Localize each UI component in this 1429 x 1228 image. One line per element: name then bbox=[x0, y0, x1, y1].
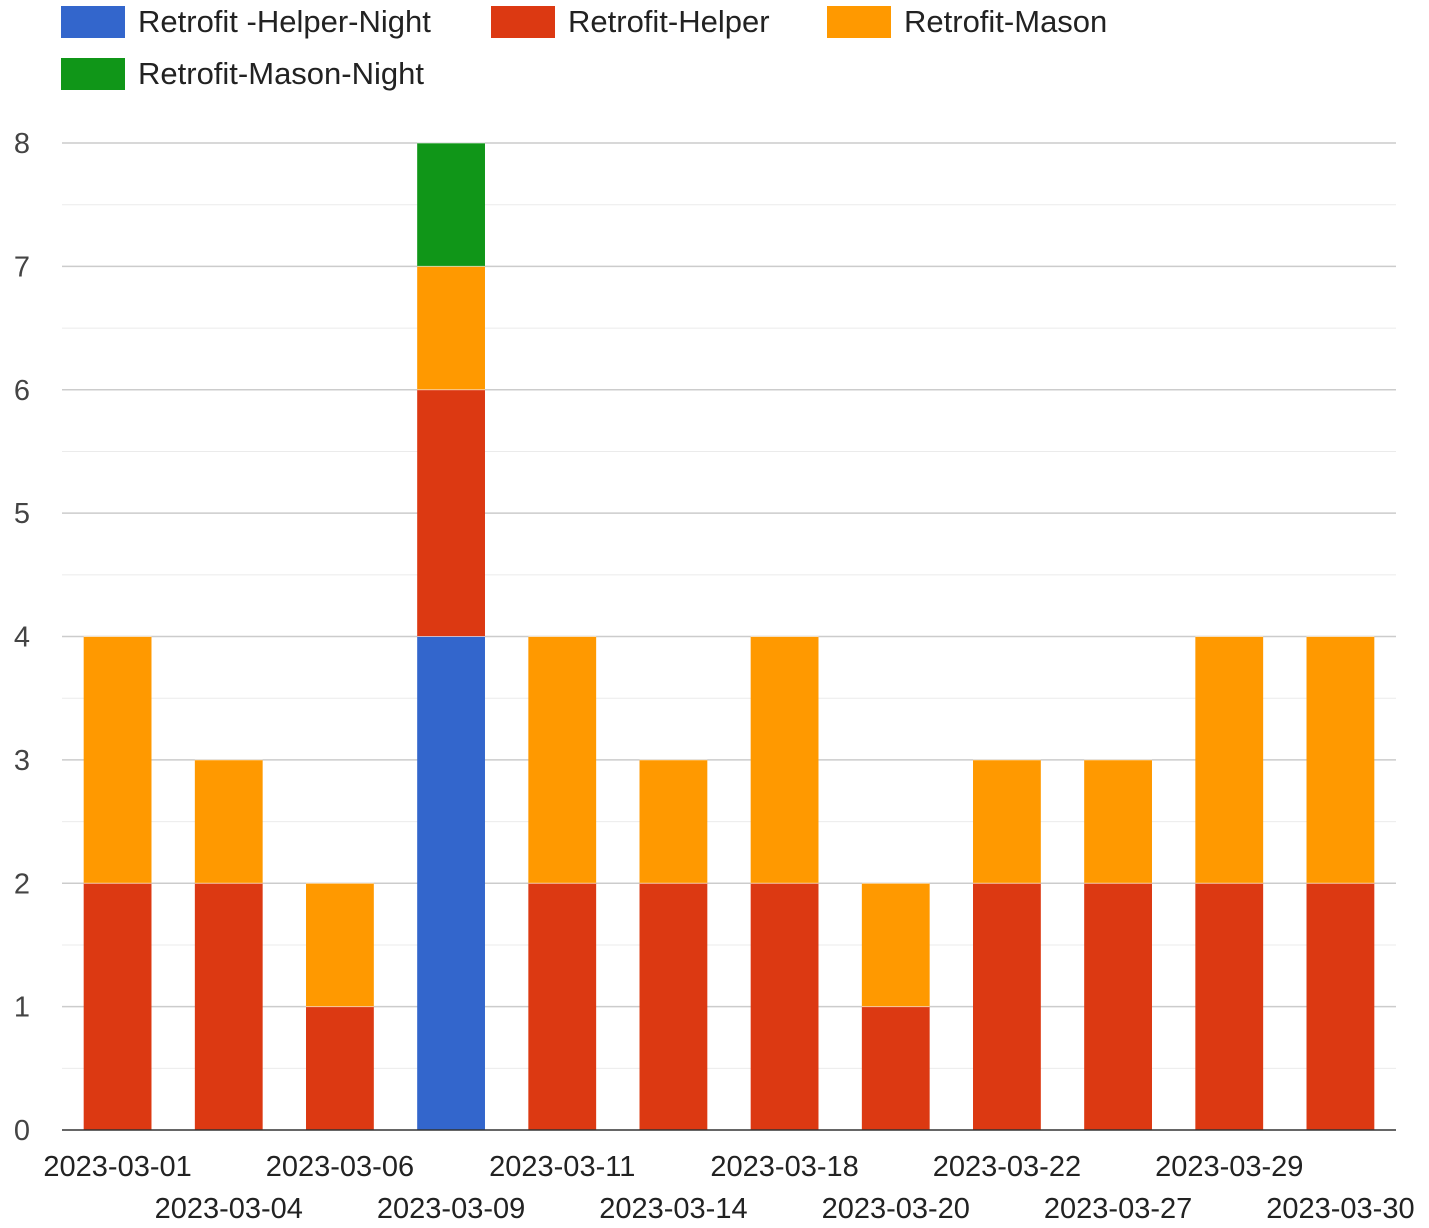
bar-segment[interactable] bbox=[861, 883, 930, 1007]
bar-segment[interactable] bbox=[83, 883, 152, 1130]
bar-stack[interactable] bbox=[973, 759, 1041, 1130]
bar-segment[interactable] bbox=[306, 1006, 374, 1130]
legend-item[interactable]: Retrofit-Helper bbox=[491, 4, 770, 39]
y-tick-label: 0 bbox=[14, 1115, 30, 1147]
bar-segment[interactable] bbox=[750, 636, 819, 884]
x-tick-label: 2023-03-29 bbox=[1155, 1151, 1303, 1183]
bar-segment[interactable] bbox=[528, 636, 597, 884]
bar-segment[interactable] bbox=[194, 883, 263, 1130]
y-axis-ticks: 0 1 2 3 4 5 6 7 8 bbox=[14, 128, 30, 1147]
x-tick-label: 2023-03-09 bbox=[377, 1193, 525, 1225]
legend-swatch bbox=[491, 6, 555, 38]
legend: Retrofit -Helper-Night Retrofit-Helper Ret… bbox=[61, 4, 1107, 91]
x-tick-label: 2023-03-04 bbox=[155, 1193, 303, 1225]
x-tick-label: 2023-03-27 bbox=[1044, 1193, 1192, 1225]
bar-stack[interactable] bbox=[528, 636, 597, 1131]
legend-swatch bbox=[61, 6, 125, 38]
x-tick-label: 2023-03-11 bbox=[489, 1151, 635, 1183]
x-tick-label: 2023-03-18 bbox=[710, 1151, 858, 1183]
bar-segment[interactable] bbox=[417, 636, 485, 1131]
y-tick-label: 1 bbox=[14, 992, 30, 1024]
x-tick-label: 2023-03-06 bbox=[266, 1151, 414, 1183]
y-tick-label: 5 bbox=[14, 498, 30, 530]
bar-segment[interactable] bbox=[417, 266, 485, 390]
legend-item[interactable]: Retrofit -Helper-Night bbox=[61, 4, 431, 39]
legend-swatch bbox=[61, 58, 125, 90]
bar-segment[interactable] bbox=[83, 636, 152, 884]
x-tick-label: 2023-03-30 bbox=[1266, 1193, 1414, 1225]
bar-segment[interactable] bbox=[194, 759, 263, 884]
bar-segment[interactable] bbox=[306, 883, 374, 1007]
x-axis-ticks: 2023-03-01 2023-03-04 2023-03-06 2023-03-09… bbox=[43, 1151, 1414, 1225]
x-tick-label: 2023-03-01 bbox=[43, 1151, 191, 1183]
y-tick-label: 6 bbox=[14, 375, 30, 407]
y-tick-label: 2 bbox=[14, 868, 30, 900]
bar-segment[interactable] bbox=[417, 143, 485, 267]
bar-stack[interactable] bbox=[1084, 759, 1152, 1130]
y-tick-label: 7 bbox=[14, 251, 30, 283]
bar-segment[interactable] bbox=[1306, 636, 1375, 884]
bar-segment[interactable] bbox=[639, 883, 708, 1130]
legend-item[interactable]: Retrofit-Mason bbox=[827, 4, 1107, 39]
bar-stack[interactable] bbox=[417, 142, 485, 1131]
bar-stack[interactable] bbox=[1195, 636, 1264, 1131]
legend-label: Retrofit -Helper-Night bbox=[138, 4, 431, 39]
bar-segment[interactable] bbox=[1084, 883, 1152, 1130]
x-tick-label: 2023-03-14 bbox=[599, 1193, 747, 1225]
y-tick-label: 4 bbox=[14, 622, 30, 654]
legend-item[interactable]: Retrofit-Mason-Night bbox=[61, 56, 424, 91]
bar-segment[interactable] bbox=[528, 883, 597, 1130]
bar-stack[interactable] bbox=[750, 636, 819, 1131]
legend-swatch bbox=[827, 6, 891, 38]
bar-stack[interactable] bbox=[83, 636, 152, 1131]
legend-label: Retrofit-Mason bbox=[904, 4, 1107, 39]
gridlines bbox=[62, 142, 1396, 1069]
bars bbox=[83, 142, 1375, 1131]
bar-segment[interactable] bbox=[1195, 883, 1264, 1130]
bar-segment[interactable] bbox=[639, 759, 708, 884]
bar-segment[interactable] bbox=[417, 389, 485, 637]
bar-segment[interactable] bbox=[973, 759, 1041, 884]
bar-segment[interactable] bbox=[750, 883, 819, 1130]
bar-segment[interactable] bbox=[973, 883, 1041, 1130]
legend-label: Retrofit-Mason-Night bbox=[138, 56, 424, 91]
bar-segment[interactable] bbox=[1084, 759, 1152, 884]
x-tick-label: 2023-03-20 bbox=[822, 1193, 970, 1225]
legend-label: Retrofit-Helper bbox=[568, 4, 770, 39]
bar-stack[interactable] bbox=[639, 759, 708, 1130]
bar-stack[interactable] bbox=[306, 882, 374, 1130]
bar-stack[interactable] bbox=[861, 882, 930, 1130]
y-tick-label: 8 bbox=[14, 128, 30, 160]
bar-segment[interactable] bbox=[1306, 883, 1375, 1130]
bar-segment[interactable] bbox=[861, 1006, 930, 1130]
x-tick-label: 2023-03-22 bbox=[933, 1151, 1081, 1183]
y-tick-label: 3 bbox=[14, 745, 30, 777]
bar-segment[interactable] bbox=[1195, 636, 1264, 884]
bar-stack[interactable] bbox=[1306, 636, 1375, 1131]
bar-stack[interactable] bbox=[194, 759, 263, 1130]
